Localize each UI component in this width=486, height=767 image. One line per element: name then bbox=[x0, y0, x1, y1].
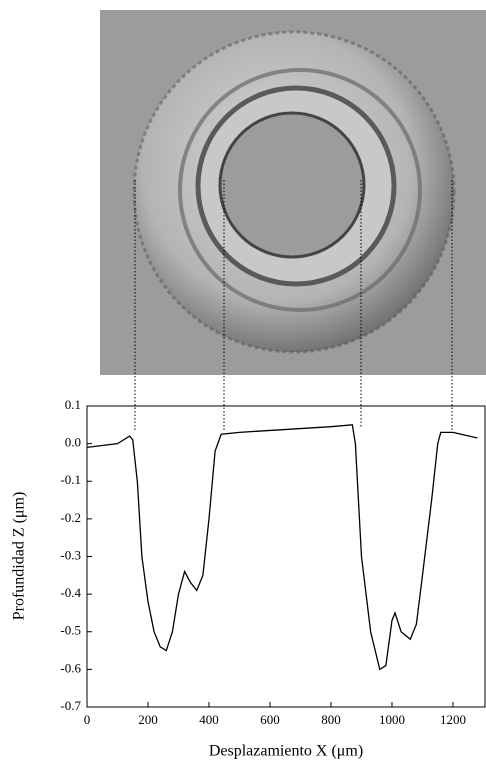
groove bbox=[178, 68, 422, 312]
y-axis-title: Profundidad Z (μm) bbox=[11, 492, 28, 621]
y-tick-label: -0.2 bbox=[60, 510, 81, 525]
x-tick-label: 400 bbox=[199, 712, 219, 727]
guide-lines bbox=[134, 180, 453, 432]
x-tick-label: 1200 bbox=[440, 712, 466, 727]
x-tick-label: 0 bbox=[84, 712, 91, 727]
x-axis-title: Desplazamiento X (μm) bbox=[209, 743, 363, 760]
micrograph bbox=[100, 10, 486, 375]
y-tick-label: -0.1 bbox=[60, 472, 81, 487]
x-tick-label: 1000 bbox=[379, 712, 405, 727]
outer-ring-edge bbox=[132, 30, 456, 354]
x-tick-label: 800 bbox=[321, 712, 341, 727]
y-tick-label: -0.4 bbox=[60, 585, 81, 600]
y-tick-label: -0.6 bbox=[60, 660, 81, 675]
central-hole bbox=[218, 111, 366, 259]
y-tick-label: 0.0 bbox=[65, 435, 81, 450]
y-tick-label: -0.7 bbox=[60, 698, 81, 713]
profile-line bbox=[86, 424, 478, 671]
y-tick-label: 0.1 bbox=[65, 397, 81, 412]
x-tick-label: 600 bbox=[260, 712, 280, 727]
y-tick-label: -0.5 bbox=[60, 623, 81, 638]
x-tick-label: 200 bbox=[138, 712, 158, 727]
y-tick-label: -0.3 bbox=[60, 547, 81, 562]
